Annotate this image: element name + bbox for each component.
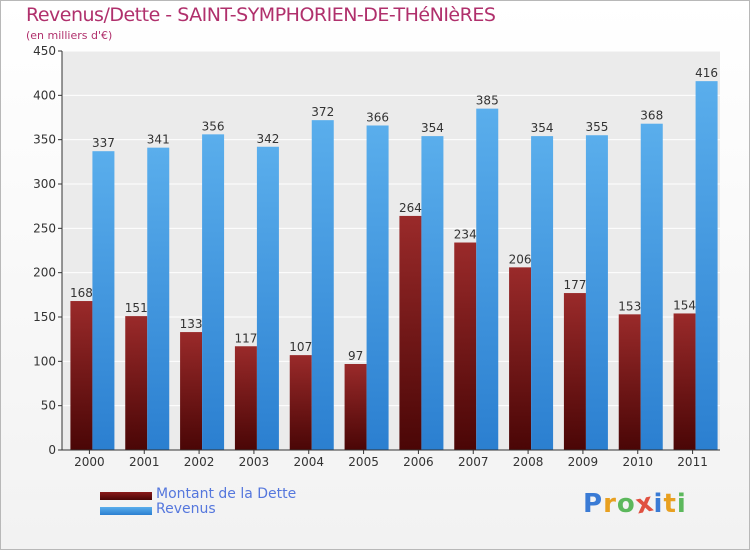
data-label-dette: 234 (454, 228, 477, 242)
data-label-revenus: 416 (695, 66, 718, 80)
bar-revenus (476, 108, 499, 450)
bar-dette (234, 346, 257, 450)
chart-title: Revenus/Dette - SAINT-SYMPHORIEN-DE-THéN… (26, 4, 496, 26)
proxiti-logo: Proxiti (583, 487, 687, 520)
bar-dette (70, 301, 93, 450)
bar-revenus (585, 135, 608, 450)
legend-swatch-revenus (100, 507, 152, 515)
data-label-dette: 97 (348, 349, 363, 363)
x-tick-label: 2008 (513, 455, 544, 469)
logo-letter: r (603, 489, 617, 519)
bar-dette (180, 332, 203, 450)
bar-dette (563, 293, 586, 450)
data-label-dette: 153 (618, 299, 641, 313)
data-label-dette: 154 (673, 298, 696, 312)
data-label-dette: 107 (289, 340, 312, 354)
x-tick-label: 2004 (293, 455, 324, 469)
data-label-dette: 264 (399, 201, 422, 215)
grid-layer (62, 50, 720, 451)
bar-revenus (202, 134, 225, 450)
bars-layer (70, 81, 718, 450)
y-tick-label: 200 (33, 266, 56, 280)
chart-subtitle: (en milliers d'€) (26, 29, 113, 42)
bar-dette (289, 355, 312, 450)
x-tick-label: 2009 (568, 455, 599, 469)
y-tick-label: 150 (33, 310, 56, 324)
x-tick-label: 2003 (239, 455, 270, 469)
y-tick-label: 400 (33, 88, 56, 102)
legend-label-dette: Montant de la Dette (156, 486, 297, 502)
plot-area (62, 51, 720, 450)
logo-letter: P (583, 489, 604, 519)
data-label-revenus: 368 (640, 109, 663, 123)
data-label-dette: 117 (234, 331, 257, 345)
bar-dette (125, 316, 148, 450)
y-tick-label: 0 (48, 443, 56, 457)
bar-dette (509, 267, 532, 450)
data-label-revenus: 342 (256, 132, 279, 146)
legend-swatch-dette (100, 492, 152, 500)
data-label-revenus: 385 (476, 94, 499, 108)
x-tick-label: 2006 (403, 455, 434, 469)
y-tick-label: 250 (33, 221, 56, 235)
x-tick-label: 2011 (677, 455, 708, 469)
y-tick-label: 50 (41, 399, 56, 413)
labels-layer: 0 50 100 150 200 250 300 350 400 450 168 337 2000 151… (33, 44, 718, 469)
x-tick-label: 2005 (348, 455, 379, 469)
data-label-revenus: 356 (202, 119, 225, 133)
bar-revenus (92, 151, 115, 450)
bar-revenus (256, 146, 279, 450)
y-tick-label: 450 (33, 44, 56, 58)
bar-dette (673, 313, 696, 450)
data-label-revenus: 354 (531, 121, 554, 135)
x-tick-label: 2007 (458, 455, 489, 469)
data-label-dette: 206 (509, 252, 532, 266)
bar-revenus (640, 123, 663, 450)
bar-revenus (421, 136, 444, 450)
data-label-dette: 151 (125, 301, 148, 315)
bar-revenus (311, 120, 334, 450)
axis-layer (58, 50, 720, 454)
logo-letter: o (616, 489, 636, 519)
logo-letter: t (663, 489, 677, 519)
x-tick-label: 2010 (622, 455, 653, 469)
data-label-revenus: 337 (92, 136, 115, 150)
y-tick-label: 350 (33, 133, 56, 147)
bar-dette (399, 215, 422, 450)
bar-revenus (147, 147, 170, 450)
x-tick-label: 2002 (184, 455, 215, 469)
bar-revenus (695, 81, 718, 450)
bar-revenus (366, 125, 389, 450)
data-label-dette: 168 (70, 286, 93, 300)
bar-dette (454, 242, 477, 450)
data-label-revenus: 355 (585, 120, 608, 134)
data-label-revenus: 354 (421, 121, 444, 135)
bar-dette (344, 363, 367, 450)
data-label-revenus: 341 (147, 133, 170, 147)
logo-letter: i (653, 489, 664, 519)
y-tick-label: 300 (33, 177, 56, 191)
data-label-revenus: 366 (366, 110, 389, 124)
bar-revenus (531, 136, 554, 450)
x-tick-label: 2001 (129, 455, 160, 469)
y-tick-label: 100 (33, 354, 56, 368)
logo-letter: i (676, 489, 687, 519)
data-label-dette: 177 (563, 278, 586, 292)
data-label-revenus: 372 (311, 105, 334, 119)
bar-dette (618, 314, 641, 450)
data-label-dette: 133 (180, 317, 203, 331)
legend-label-revenus: Revenus (156, 501, 216, 517)
x-tick-label: 2000 (74, 455, 105, 469)
